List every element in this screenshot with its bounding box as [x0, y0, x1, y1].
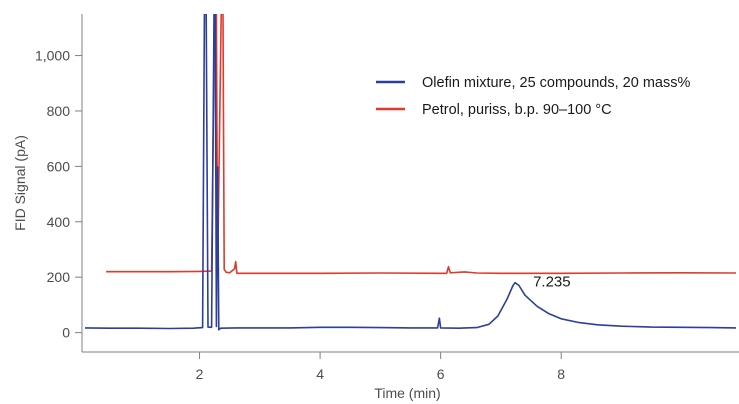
y-ticks: 0 200 400 600 800 1,000 [35, 48, 82, 341]
y-tick-label: 800 [47, 103, 71, 119]
series-line-petrol [106, 14, 737, 275]
y-axis-title: FID Signal (pA) [12, 135, 28, 231]
axes [81, 14, 739, 353]
y-tick-label: 600 [47, 158, 71, 174]
series-lines [84, 14, 737, 331]
legend: Olefin mixture, 25 compounds, 20 mass% P… [376, 75, 690, 118]
peak-label: 7.235 [533, 274, 571, 291]
y-tick-label: 200 [47, 269, 71, 285]
x-axis-title: Time (min) [374, 385, 440, 401]
x-ticks: 2 4 6 8 [196, 352, 565, 382]
series-line-olefin [84, 14, 737, 331]
x-tick-label: 4 [316, 366, 324, 382]
legend-label-olefin: Olefin mixture, 25 compounds, 20 mass% [422, 75, 690, 91]
y-tick-label: 1,000 [35, 48, 70, 64]
y-tick-label: 0 [62, 325, 70, 341]
legend-label-petrol: Petrol, puriss, b.p. 90–100 °C [422, 102, 612, 118]
x-tick-label: 8 [557, 366, 565, 382]
x-tick-label: 2 [196, 366, 204, 382]
x-tick-label: 6 [437, 366, 445, 382]
y-tick-label: 400 [47, 214, 71, 230]
